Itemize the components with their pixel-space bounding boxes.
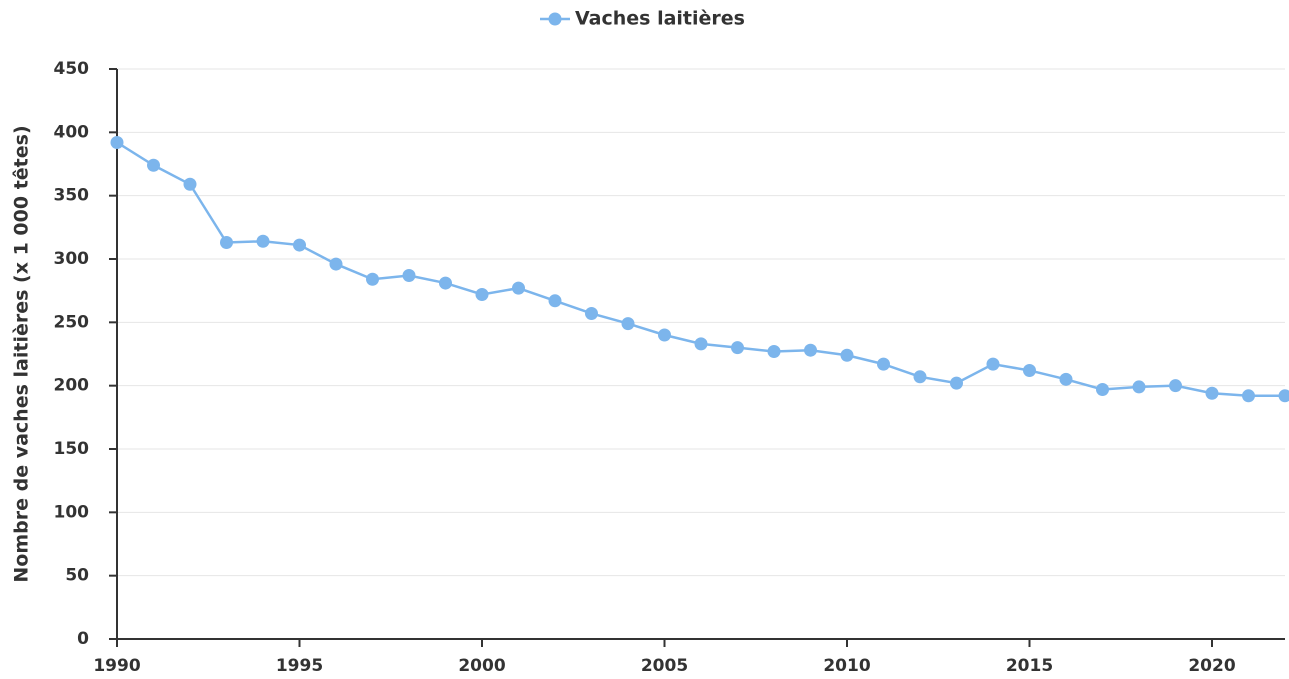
x-tick-label: 2020 bbox=[1188, 656, 1235, 676]
y-tick-label: 100 bbox=[54, 502, 90, 522]
data-point bbox=[548, 294, 562, 308]
data-point bbox=[1132, 380, 1146, 394]
data-point bbox=[402, 268, 416, 282]
data-point bbox=[1059, 372, 1073, 386]
y-tick-label: 50 bbox=[65, 566, 89, 586]
legend-label: Vaches laitières bbox=[575, 8, 745, 30]
y-tick-label: 300 bbox=[54, 249, 90, 269]
data-point bbox=[1023, 363, 1036, 377]
y-tick-label: 250 bbox=[54, 312, 90, 332]
data-point bbox=[183, 177, 197, 191]
data-point bbox=[439, 276, 452, 290]
data-point bbox=[1278, 389, 1289, 403]
data-point bbox=[293, 238, 306, 252]
data-point bbox=[1205, 386, 1219, 400]
data-point bbox=[585, 306, 598, 320]
y-axis-label: Nombre de vaches laitières (x 1 000 tête… bbox=[11, 125, 33, 582]
data-point bbox=[475, 287, 489, 301]
data-point bbox=[1242, 389, 1255, 403]
x-tick-label: 1990 bbox=[93, 656, 140, 676]
data-point bbox=[147, 158, 160, 172]
legend-marker bbox=[548, 12, 562, 26]
data-point bbox=[840, 348, 854, 362]
data-point bbox=[731, 341, 744, 355]
data-point bbox=[366, 272, 379, 286]
y-tick-label: 200 bbox=[54, 376, 90, 396]
x-tick-label: 2015 bbox=[1006, 656, 1053, 676]
y-tick-label: 350 bbox=[54, 186, 90, 206]
data-point bbox=[1096, 382, 1109, 396]
data-point bbox=[804, 343, 817, 357]
data-point bbox=[986, 357, 1000, 371]
y-tick-label: 400 bbox=[54, 122, 90, 142]
data-point bbox=[913, 370, 927, 384]
data-point bbox=[256, 234, 270, 248]
data-point bbox=[621, 317, 635, 331]
x-tick-label: 1995 bbox=[276, 656, 323, 676]
data-point bbox=[1169, 379, 1182, 393]
y-tick-label: 0 bbox=[77, 629, 89, 649]
data-point bbox=[329, 257, 343, 271]
y-tick-label: 450 bbox=[54, 59, 90, 79]
data-point bbox=[767, 344, 781, 358]
x-tick-label: 2005 bbox=[641, 656, 688, 676]
y-tick-label: 150 bbox=[54, 439, 90, 459]
x-tick-label: 2010 bbox=[823, 656, 870, 676]
data-point bbox=[220, 236, 233, 250]
data-point bbox=[950, 376, 963, 390]
series-line bbox=[116, 141, 1285, 398]
data-point bbox=[512, 281, 525, 295]
x-tick-label: 2000 bbox=[458, 656, 505, 676]
data-point bbox=[110, 135, 124, 149]
data-point bbox=[694, 337, 708, 351]
data-point bbox=[658, 328, 671, 342]
grid bbox=[117, 68, 1285, 640]
data-point bbox=[877, 357, 890, 371]
